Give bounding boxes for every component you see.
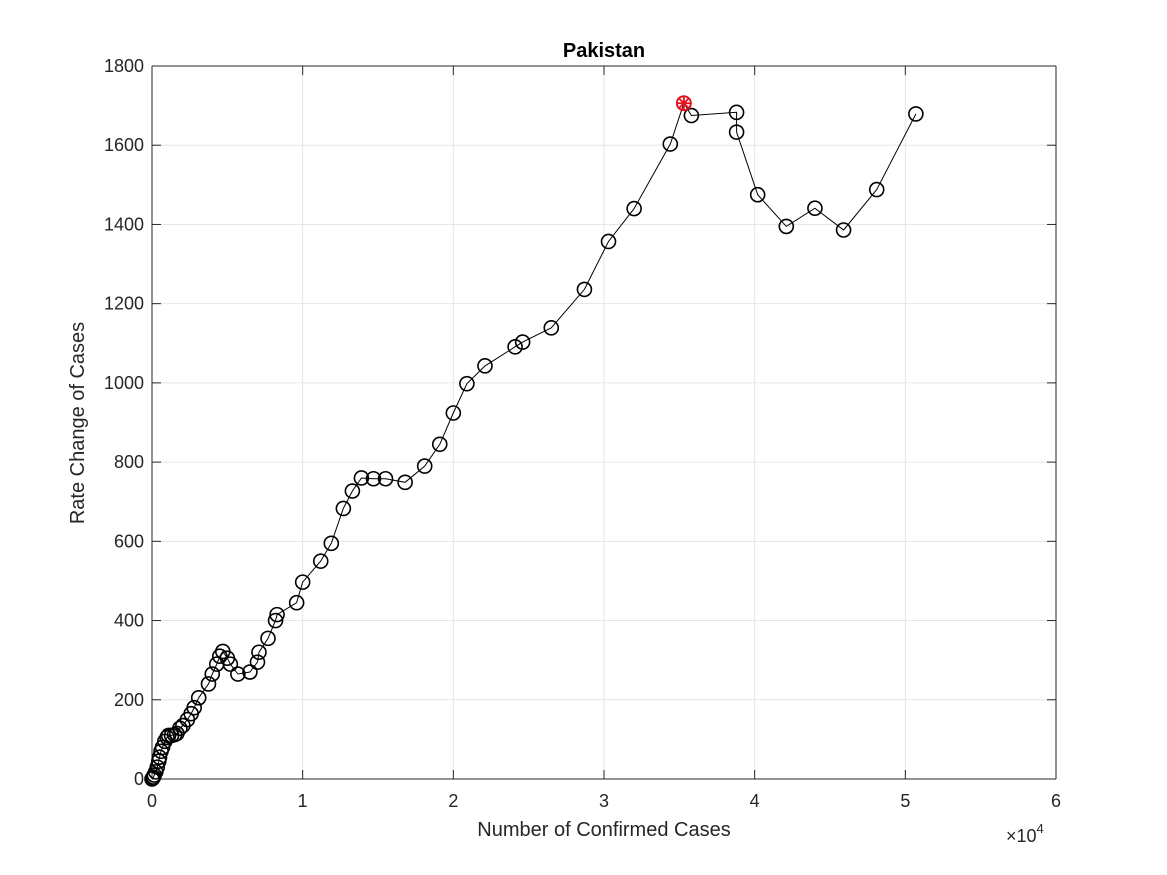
data-point <box>908 106 924 122</box>
x-axis-label: Number of Confirmed Cases <box>477 819 730 841</box>
data-point <box>353 470 370 486</box>
data-point <box>149 759 166 775</box>
data-point <box>344 483 361 499</box>
y-axis-label: Rate Change of Cases <box>67 322 89 524</box>
data-point <box>835 222 852 238</box>
data-point <box>242 664 258 680</box>
x-tick-labels: 0 1 2 3 4 5 6 <box>147 791 1061 811</box>
data-point <box>294 574 311 590</box>
y-tick-label: 200 <box>114 690 144 710</box>
data-point <box>459 375 475 392</box>
data-point <box>267 612 284 629</box>
y-tick-label: 600 <box>114 531 144 551</box>
data-point <box>626 200 642 217</box>
y-tick-label: 1000 <box>104 373 144 393</box>
x-axis-exponent: ×104 <box>1006 821 1044 846</box>
data-point <box>431 436 448 453</box>
data-point <box>868 181 885 198</box>
data-point <box>749 186 766 203</box>
y-tick-labels: 0 200 400 600 800 1000 1200 1400 1600 1800 <box>104 56 144 789</box>
data-point <box>251 644 267 661</box>
chart-title: Pakistan <box>563 40 645 62</box>
data-point <box>186 699 202 716</box>
y-tick-label: 400 <box>114 611 144 631</box>
data-point <box>288 594 305 611</box>
data-point <box>260 630 276 647</box>
x-tick-label: 6 <box>1051 791 1061 811</box>
x-tick-label: 5 <box>900 791 910 811</box>
x-tick-label: 3 <box>599 791 609 811</box>
data-point <box>728 124 745 140</box>
x-axis-exponent-base: ×10 <box>1006 826 1037 846</box>
x-tick-label: 2 <box>448 791 458 811</box>
data-point <box>200 676 217 692</box>
highlight-marker <box>675 95 692 112</box>
data-point <box>600 233 617 250</box>
data-point <box>778 218 795 235</box>
y-tick-label: 1800 <box>104 56 144 76</box>
y-tick-label: 0 <box>134 769 144 789</box>
x-tick-label: 4 <box>750 791 760 811</box>
tick-marks <box>151 65 1057 780</box>
data-point <box>807 200 823 217</box>
data-point <box>230 666 246 682</box>
data-point <box>151 749 168 766</box>
data-point <box>507 339 523 355</box>
data-point <box>204 666 221 682</box>
y-tick-label: 1400 <box>104 214 144 234</box>
data-point <box>190 689 207 706</box>
data-point <box>269 606 285 623</box>
data-point <box>445 405 462 421</box>
data-point <box>683 107 700 124</box>
y-tick-label: 800 <box>114 452 144 472</box>
x-axis-exponent-power: 4 <box>1037 821 1044 836</box>
data-point <box>397 474 413 491</box>
data-point <box>312 553 329 569</box>
data-point <box>323 535 340 552</box>
data-point <box>377 470 394 487</box>
x-tick-label: 1 <box>298 791 308 811</box>
data-point <box>543 320 560 336</box>
y-tick-label: 1200 <box>104 294 144 314</box>
data-point <box>249 654 266 670</box>
data-point <box>477 358 493 374</box>
y-tick-label: 1600 <box>104 135 144 155</box>
x-tick-label: 0 <box>147 791 157 811</box>
data-point <box>365 470 382 487</box>
highlight-star-stroke <box>678 97 690 109</box>
data-markers <box>144 95 924 787</box>
data-point <box>576 281 593 298</box>
data-point <box>222 656 239 672</box>
data-point <box>728 104 745 121</box>
data-point <box>416 458 433 474</box>
data-point <box>662 136 679 152</box>
data-point <box>514 334 531 350</box>
data-point <box>335 500 352 517</box>
